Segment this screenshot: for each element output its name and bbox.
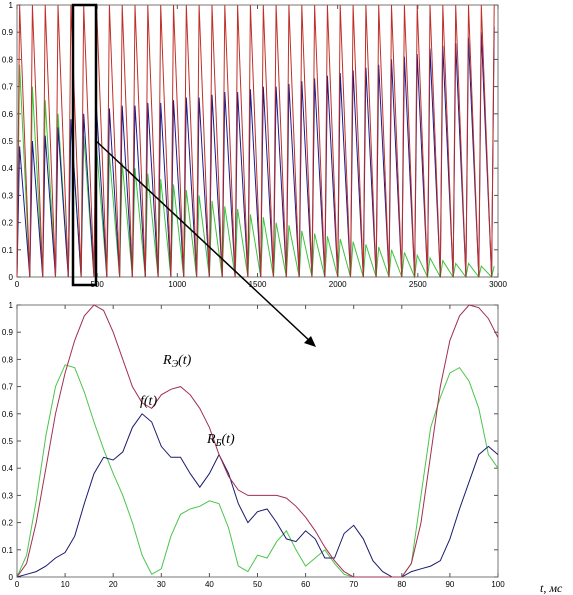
y-tick-label: 0.4 xyxy=(2,464,14,473)
series-line xyxy=(16,4,495,278)
x-tick-label: 80 xyxy=(397,580,406,589)
plot-frame xyxy=(16,304,499,578)
x-tick-label: 70 xyxy=(349,580,358,589)
y-tick-label: 0.1 xyxy=(2,246,14,255)
y-tick-label: 0.5 xyxy=(2,137,14,146)
y-tick-label: 0.9 xyxy=(2,28,14,37)
x-axis-label: t, мс xyxy=(540,581,563,595)
x-tick-label: 50 xyxy=(253,580,262,589)
y-tick-label: 0.7 xyxy=(2,383,14,392)
series-line xyxy=(16,364,499,578)
y-tick-label: 0.6 xyxy=(2,410,14,419)
y-tick-label: 0.8 xyxy=(2,55,14,64)
annotation-text: (t) xyxy=(221,432,235,447)
x-tick-label: 1000 xyxy=(168,280,186,289)
x-tick-label: 0 xyxy=(15,280,20,289)
x-tick-label: 0 xyxy=(15,580,20,589)
annotation: RБ(t) xyxy=(206,432,235,449)
y-tick-label: 0.1 xyxy=(2,546,14,555)
annotation-text: R xyxy=(206,432,216,447)
x-tick-label: 1500 xyxy=(249,280,267,289)
annotation-sub: Б xyxy=(215,438,222,449)
annotation: f(t) xyxy=(140,394,157,409)
x-tick-label: 60 xyxy=(301,580,310,589)
annotation-text: (t) xyxy=(178,353,192,368)
series-line xyxy=(16,304,499,578)
x-tick-label: 40 xyxy=(205,580,214,589)
y-tick-label: 0.9 xyxy=(2,328,14,337)
x-tick-label: 30 xyxy=(157,580,166,589)
annotation: RЭ(t) xyxy=(162,353,192,370)
x-tick-label: 500 xyxy=(90,280,104,289)
y-tick-label: 0 xyxy=(9,573,14,582)
series-line xyxy=(16,413,499,578)
y-tick-label: 0.5 xyxy=(2,437,14,446)
x-tick-label: 90 xyxy=(445,580,454,589)
x-tick-label: 2500 xyxy=(409,280,427,289)
annotation-text: R xyxy=(162,353,172,368)
x-tick-label: 20 xyxy=(109,580,118,589)
y-tick-label: 0 xyxy=(9,273,14,282)
arrow-head xyxy=(304,336,316,347)
x-tick-label: 3000 xyxy=(489,280,507,289)
zoom-arrow xyxy=(94,139,313,344)
y-tick-label: 1 xyxy=(9,301,14,310)
x-tick-label: 10 xyxy=(61,580,70,589)
y-tick-label: 0.8 xyxy=(2,355,14,364)
y-tick-label: 0.4 xyxy=(2,164,14,173)
annotation-text: f xyxy=(140,394,146,409)
y-tick-label: 0.6 xyxy=(2,110,14,119)
y-tick-label: 0.2 xyxy=(2,519,14,528)
y-tick-label: 1 xyxy=(9,1,14,10)
y-tick-label: 0.7 xyxy=(2,83,14,92)
x-tick-label: 100 xyxy=(491,580,505,589)
y-tick-label: 0.3 xyxy=(2,491,14,500)
annotation-sub: Э xyxy=(172,359,179,370)
annotation-text: (t) xyxy=(144,394,158,409)
zoom-box xyxy=(71,3,98,287)
y-tick-label: 0.3 xyxy=(2,191,14,200)
x-tick-label: 2000 xyxy=(329,280,347,289)
y-tick-label: 0.2 xyxy=(2,219,14,228)
